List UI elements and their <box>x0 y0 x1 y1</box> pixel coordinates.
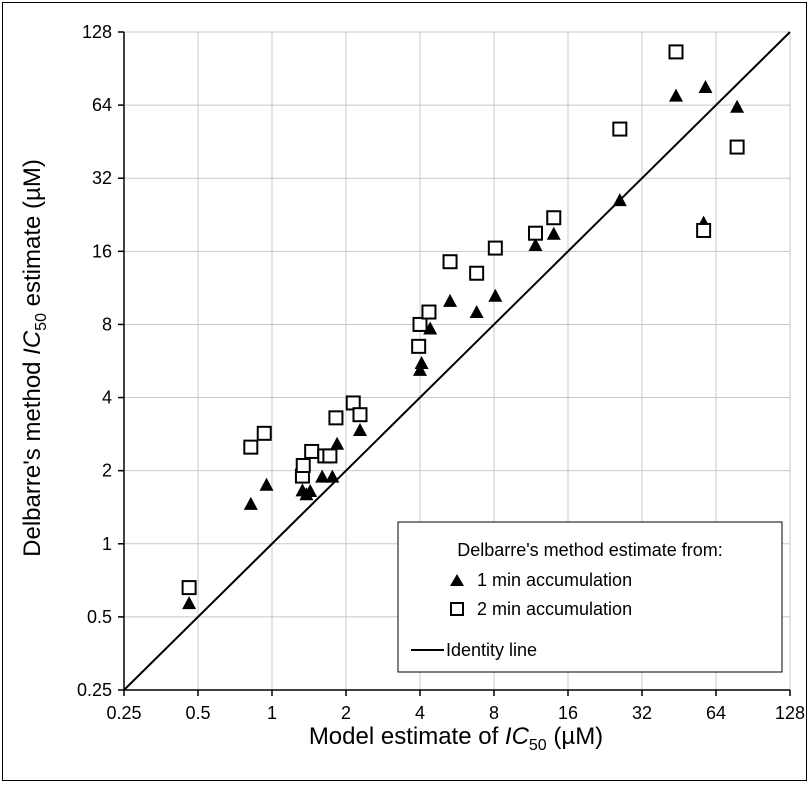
data-point-2min <box>421 304 437 320</box>
data-point-1min <box>325 469 340 483</box>
data-point-1min <box>469 305 484 319</box>
y-tick-label: 0.25 <box>77 680 112 700</box>
data-point-2min <box>352 407 368 423</box>
x-tick-label: 4 <box>415 703 425 723</box>
data-point-1min <box>668 88 683 102</box>
data-point-1min <box>182 596 197 610</box>
y-tick-label: 128 <box>82 22 112 42</box>
data-point-1min <box>303 483 318 497</box>
legend-entry-identity: Identity line <box>446 640 537 660</box>
data-point-2min <box>546 210 562 226</box>
data-point-2min <box>243 439 259 455</box>
data-point-1min <box>243 496 258 510</box>
data-point-1min <box>443 293 458 307</box>
y-tick-label: 64 <box>92 95 112 115</box>
data-point-2min <box>487 240 503 256</box>
data-point-2min <box>304 443 320 459</box>
y-tick-label: 1 <box>102 534 112 554</box>
data-point-2min <box>442 254 458 270</box>
data-point-1min <box>612 193 627 207</box>
y-tick-label: 32 <box>92 168 112 188</box>
x-axis-label: Model estimate of IC50 (µM) <box>309 723 603 754</box>
y-tick-labels: 0.25 0.5 1 2 4 8 16 32 64 128 <box>77 22 112 700</box>
x-tick-label: 128 <box>775 703 805 723</box>
legend: Delbarre's method estimate from: 1 min a… <box>397 521 783 673</box>
data-point-1min <box>698 79 713 93</box>
legend-triangle-marker <box>450 574 464 586</box>
data-point-2min <box>181 580 197 596</box>
x-tick-label: 16 <box>558 703 578 723</box>
data-point-2min <box>322 448 338 464</box>
y-tick-label: 2 <box>102 461 112 481</box>
y-tick-label: 0.5 <box>87 607 112 627</box>
data-point-1min <box>730 99 745 113</box>
y-tick-label: 16 <box>92 241 112 261</box>
identity-line <box>123 31 791 691</box>
data-point-2min <box>256 425 272 441</box>
data-point-1min <box>352 423 367 437</box>
y-axis-label: Delbarre's method IC50 estimate (µM) <box>19 159 50 557</box>
x-tick-label: 2 <box>341 703 351 723</box>
data-point-2min <box>696 222 712 238</box>
y-tick-label: 8 <box>102 314 112 334</box>
identity-line-layer <box>123 31 791 691</box>
legend-entry-2min: 2 min accumulation <box>477 599 632 619</box>
data-point-2min <box>295 458 311 474</box>
data-point-2min <box>412 316 428 332</box>
data-point-1min <box>413 362 427 376</box>
data-point-2min <box>729 139 745 155</box>
data-point-1min <box>259 477 274 491</box>
data-point-1min <box>315 469 330 483</box>
data-point-1min <box>414 356 429 370</box>
y-tick-label: 4 <box>102 388 112 408</box>
legend-entry-1min: 1 min accumulation <box>477 570 632 590</box>
x-tick-label: 0.25 <box>106 703 141 723</box>
data-point-2min <box>668 44 684 60</box>
x-tick-label: 64 <box>706 703 726 723</box>
data-points <box>181 44 745 610</box>
data-point-2min <box>469 265 485 281</box>
x-tick-label: 32 <box>632 703 652 723</box>
data-point-1min <box>330 436 345 450</box>
data-point-2min <box>527 225 543 241</box>
legend-square-marker <box>450 602 464 616</box>
data-point-1min <box>546 226 561 240</box>
data-point-2min <box>612 121 628 137</box>
legend-title: Delbarre's method estimate from: <box>457 540 723 560</box>
axes <box>118 31 791 696</box>
data-point-1min <box>528 237 543 251</box>
legend-box <box>397 521 783 673</box>
x-tick-label: 8 <box>489 703 499 723</box>
x-tick-labels: 0.25 0.5 1 2 4 8 16 32 64 128 <box>106 703 805 723</box>
data-point-1min <box>488 288 503 302</box>
data-point-2min <box>328 410 344 426</box>
x-tick-label: 1 <box>267 703 277 723</box>
x-tick-label: 0.5 <box>185 703 210 723</box>
data-point-2min <box>411 338 427 354</box>
